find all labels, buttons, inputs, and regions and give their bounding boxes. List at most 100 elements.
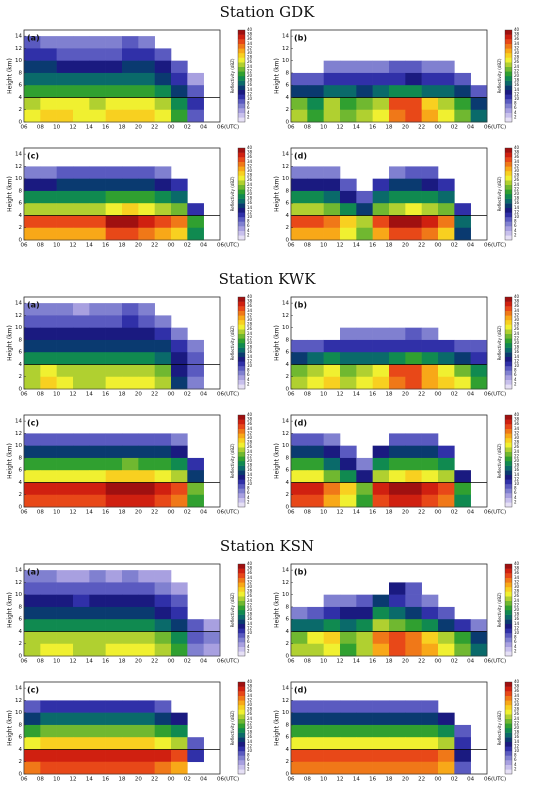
cell [323, 470, 341, 483]
x-tick-label: 00 [435, 392, 442, 398]
cell [89, 36, 106, 49]
colorbar-tick-label: 24 [247, 598, 253, 603]
colorbar-swatch [505, 62, 512, 67]
colorbar-tick-label: 8 [247, 101, 250, 106]
y-axis-label: Height (km) [274, 58, 281, 94]
cell [405, 339, 422, 353]
cell [122, 631, 139, 645]
cell [105, 190, 123, 204]
colorbar-swatch [238, 30, 245, 35]
cell [171, 643, 188, 657]
cell [203, 631, 221, 645]
colorbar-tick-label: 4 [247, 762, 250, 767]
colorbar-tick-label: 12 [247, 625, 253, 630]
cell [138, 85, 155, 98]
colorbar-swatch [238, 297, 245, 302]
x-tick-label: 06(UTC) [217, 777, 239, 783]
cell [24, 72, 41, 86]
colorbar-tick-label: 6 [247, 639, 250, 644]
cell [405, 494, 422, 508]
cell [73, 327, 90, 341]
cell [372, 85, 390, 98]
x-tick-label: 06(UTC) [217, 125, 239, 131]
colorbar-tick-label: 2 [514, 381, 517, 386]
colorbar-tick-label: 20 [247, 725, 253, 730]
cell [171, 376, 188, 390]
colorbar-swatch [505, 43, 512, 49]
cell [122, 215, 139, 229]
x-tick-label: 08 [37, 392, 44, 398]
colorbar-tick-label: 16 [247, 734, 253, 739]
cell [24, 352, 41, 365]
colorbar-tick-label: 32 [514, 312, 520, 317]
cell [122, 339, 139, 353]
colorbar-tick-label: 30 [247, 50, 253, 55]
cell [89, 303, 106, 316]
colorbar-swatch [238, 691, 245, 696]
cell [421, 227, 439, 241]
y-tick-label: 6 [19, 617, 23, 623]
cell [323, 97, 341, 111]
x-tick-label: 14 [86, 392, 93, 398]
colorbar-tick-label: 34 [514, 426, 520, 431]
cell [470, 376, 488, 390]
cell [73, 352, 90, 365]
cell [56, 761, 74, 775]
cell [421, 470, 439, 483]
colorbar-swatch [238, 442, 245, 448]
x-tick-label: 02 [184, 510, 191, 516]
colorbar-swatch [238, 76, 245, 81]
cell [73, 761, 90, 775]
colorbar-swatch [505, 375, 512, 380]
x-tick-label: 20 [402, 659, 409, 665]
colorbar-swatch [238, 591, 245, 597]
colorbar-label: Reflectivity (dBZ) [230, 58, 235, 93]
colorbar-swatch [238, 352, 245, 357]
colorbar-swatch [238, 112, 245, 118]
colorbar-tick-label: 38 [247, 299, 253, 304]
cell [454, 203, 471, 216]
colorbar-swatch [505, 203, 512, 208]
cell [73, 643, 90, 657]
cell [122, 761, 139, 775]
colorbar-tick-label: 40 [514, 27, 520, 32]
cell [356, 619, 373, 632]
cell [323, 109, 341, 123]
colorbar-tick-label: 38 [514, 150, 520, 155]
x-tick-label: 06 [288, 392, 295, 398]
colorbar-tick-label: 16 [514, 349, 520, 354]
colorbar-tick-label: 16 [247, 467, 253, 472]
colorbar-swatch [505, 479, 512, 485]
x-tick-label: 10 [53, 510, 60, 516]
colorbar-tick-label: 26 [514, 444, 520, 449]
y-tick-label: 0 [19, 120, 23, 126]
colorbar-swatch [505, 30, 512, 35]
y-tick-label: 8 [286, 455, 290, 461]
cell [389, 327, 406, 341]
cell [340, 85, 357, 98]
cell [24, 594, 41, 608]
cell [307, 190, 324, 204]
cell [307, 494, 324, 508]
cell [40, 737, 57, 750]
cell [340, 339, 357, 353]
cell [73, 749, 90, 763]
cell [340, 72, 357, 86]
colorbar-swatch [505, 48, 512, 54]
station-title: Station KSN [220, 537, 314, 555]
x-tick-label: 06 [288, 659, 295, 665]
colorbar-tick-label: 38 [247, 684, 253, 689]
cell [24, 364, 41, 378]
x-tick-label: 10 [320, 659, 327, 665]
cell [40, 619, 57, 632]
cell [40, 109, 57, 123]
cell [154, 109, 172, 123]
colorbar-swatch [505, 564, 512, 569]
x-tick-label: 02 [184, 243, 191, 249]
cell [323, 339, 341, 353]
colorbar-swatch [238, 212, 245, 218]
colorbar-tick-label: 28 [247, 55, 253, 60]
x-tick-label: 20 [135, 243, 142, 249]
colorbar-tick-label: 2 [514, 648, 517, 653]
colorbar-swatch [238, 108, 245, 113]
